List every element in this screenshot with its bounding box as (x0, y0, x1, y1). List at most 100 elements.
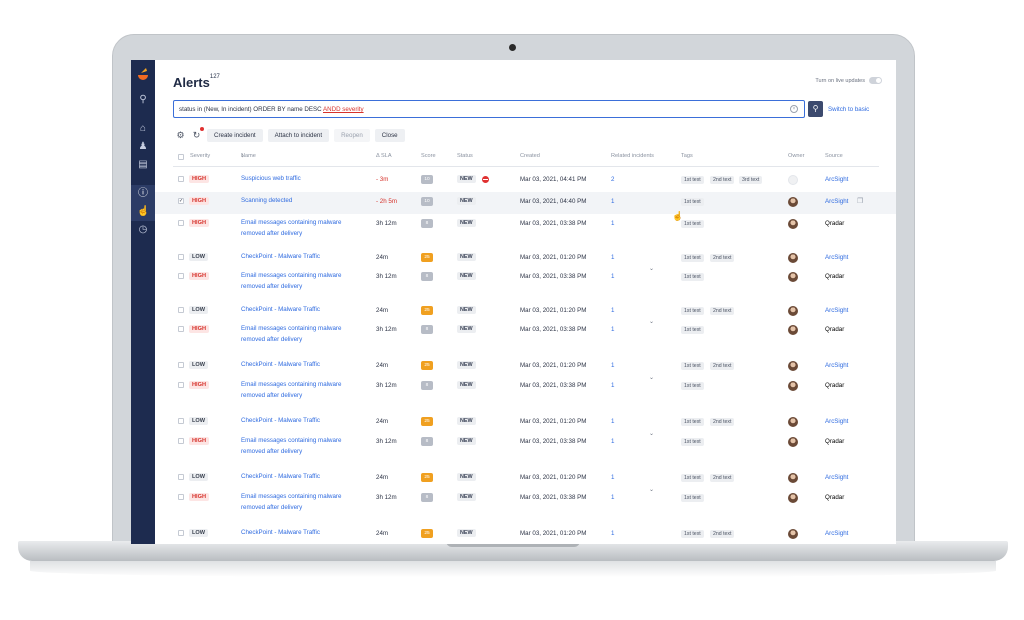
table-row[interactable]: HIGH Email messages containing malware re… (155, 432, 896, 466)
owner-avatar[interactable] (788, 272, 798, 282)
col-owner[interactable]: Owner (788, 153, 805, 159)
alert-name-link[interactable]: Email messages containing malware remove… (241, 493, 342, 511)
owner-avatar[interactable] (788, 197, 798, 207)
col-sla[interactable]: Δ SLA (376, 153, 392, 159)
row-checkbox[interactable] (178, 474, 184, 480)
alert-name-link[interactable]: CheckPoint - Malware Traffic (241, 529, 320, 536)
owner-avatar[interactable] (788, 175, 798, 185)
source-value[interactable]: ArcSight (825, 530, 849, 537)
source-value[interactable]: ArcSight (825, 254, 849, 261)
row-checkbox[interactable]: ✓ (178, 198, 184, 204)
owner-avatar[interactable] (788, 529, 798, 539)
owner-avatar[interactable] (788, 306, 798, 316)
related-incidents-link[interactable]: 1 (611, 326, 615, 333)
clock-icon[interactable]: ◷ (138, 224, 148, 235)
attach-to-incident-button[interactable]: Attach to incident (267, 128, 330, 142)
table-row[interactable]: ✓ HIGH Scanning detected - 2h 5m 10 NEW Mar 03… (155, 192, 896, 214)
owner-avatar[interactable] (788, 325, 798, 335)
owner-avatar[interactable] (788, 437, 798, 447)
close-button[interactable]: Close (374, 128, 405, 142)
table-row[interactable]: HIGH Suspicious web traffic - 3m 10 NEW Mar 0… (155, 170, 896, 192)
tag-chip[interactable]: 1st text (681, 438, 704, 446)
row-checkbox[interactable] (178, 418, 184, 424)
switch-to-basic-link[interactable]: Switch to basic (828, 106, 870, 113)
source-value[interactable]: ArcSight (825, 362, 849, 369)
alert-name-link[interactable]: Scanning detected (241, 197, 293, 204)
hand-icon[interactable]: ☝ (137, 206, 150, 217)
alert-icon[interactable]: ⓘ (138, 188, 148, 199)
related-incidents-link[interactable]: 2 (611, 176, 615, 183)
table-row[interactable]: HIGH Email messages containing malware re… (155, 320, 896, 354)
chevron-down-icon[interactable]: ⌄ (649, 542, 654, 544)
source-value[interactable]: ArcSight (825, 307, 849, 314)
reopen-button[interactable]: Reopen (334, 128, 370, 142)
related-incidents-link[interactable]: 1 (611, 530, 615, 537)
related-incidents-link[interactable]: 1 (611, 254, 615, 261)
users-icon[interactable]: ♟ (138, 141, 148, 152)
alert-name-link[interactable]: CheckPoint - Malware Traffic (241, 253, 320, 260)
clear-icon[interactable]: × (790, 105, 798, 113)
tag-chip[interactable]: 1st text (681, 254, 704, 262)
tag-chip[interactable]: 2nd text (710, 176, 735, 184)
col-tags[interactable]: Tags (681, 153, 693, 159)
search-icon[interactable]: ⚲ (139, 94, 147, 105)
row-checkbox[interactable] (178, 530, 184, 536)
related-incidents-link[interactable]: 1 (611, 382, 615, 389)
tag-chip[interactable]: 1st text (681, 494, 704, 502)
row-checkbox[interactable] (178, 494, 184, 500)
alert-name-link[interactable]: Email messages containing malware remove… (241, 381, 342, 399)
tag-chip[interactable]: 1st text (681, 530, 704, 538)
table-row[interactable]: LOW CheckPoint - Malware Traffic 24m 25 NEW M… (155, 466, 896, 493)
owner-avatar[interactable] (788, 417, 798, 427)
owner-avatar[interactable] (788, 361, 798, 371)
row-checkbox[interactable] (178, 326, 184, 332)
row-checkbox[interactable] (178, 438, 184, 444)
col-score[interactable]: Score (421, 153, 436, 159)
source-value[interactable]: ArcSight (825, 474, 849, 481)
table-row[interactable]: LOW CheckPoint - Malware Traffic 24m 25 NEW M… (155, 410, 896, 437)
related-incidents-link[interactable]: 1 (611, 494, 615, 501)
tag-chip[interactable]: 3rd text (739, 176, 763, 184)
table-row[interactable]: LOW CheckPoint - Malware Traffic 24m 25 NEW M… (155, 248, 896, 272)
tag-chip[interactable]: 1st text (681, 220, 704, 228)
tag-chip[interactable]: 1st text (681, 382, 704, 390)
row-checkbox[interactable] (178, 362, 184, 368)
tag-chip[interactable]: 2nd text (710, 307, 735, 315)
search-input[interactable]: status in (New, In incident) ORDER BY na… (173, 100, 805, 118)
table-row[interactable]: HIGH Email messages containing malware re… (155, 214, 896, 248)
tag-chip[interactable]: 1st text (681, 474, 704, 482)
owner-avatar[interactable] (788, 493, 798, 503)
row-checkbox[interactable] (178, 254, 184, 260)
alert-name-link[interactable]: CheckPoint - Malware Traffic (241, 306, 320, 313)
related-incidents-link[interactable]: 1 (611, 220, 615, 227)
row-checkbox[interactable] (178, 273, 184, 279)
row-checkbox[interactable] (178, 382, 184, 388)
table-row[interactable]: HIGH Email messages containing malware re… (155, 376, 896, 410)
related-incidents-link[interactable]: 1 (611, 438, 615, 445)
related-incidents-link[interactable]: 1 (611, 198, 615, 205)
owner-avatar[interactable] (788, 253, 798, 263)
tag-chip[interactable]: 1st text (681, 362, 704, 370)
owner-avatar[interactable] (788, 381, 798, 391)
owner-avatar[interactable] (788, 219, 798, 229)
alert-name-link[interactable]: Email messages containing malware remove… (241, 325, 342, 343)
col-related[interactable]: Related incidents (611, 153, 654, 159)
alert-name-link[interactable]: Email messages containing malware remove… (241, 437, 342, 455)
alert-name-link[interactable]: CheckPoint - Malware Traffic (241, 361, 320, 368)
chevron-down-icon[interactable]: ⌄ (649, 431, 655, 437)
col-created[interactable]: Created (520, 153, 540, 159)
tag-chip[interactable]: 1st text (681, 273, 704, 281)
related-incidents-link[interactable]: 1 (611, 474, 615, 481)
alert-name-link[interactable]: Email messages containing malware remove… (241, 219, 342, 237)
alert-name-link[interactable]: Email messages containing malware remove… (241, 272, 342, 290)
home-icon[interactable]: ⌂ (139, 123, 147, 134)
alert-name-link[interactable]: Suspicious web traffic (241, 175, 301, 182)
sort-down-icon[interactable]: ↓ (241, 153, 244, 159)
table-row[interactable]: LOW CheckPoint - Malware Traffic 24m 25 NEW M… (155, 354, 896, 381)
tag-chip[interactable]: 2nd text (710, 362, 735, 370)
tag-chip[interactable]: 1st text (681, 307, 704, 315)
tag-chip[interactable]: 2nd text (710, 474, 735, 482)
chevron-down-icon[interactable]: ⌄ (649, 487, 655, 493)
alert-name-link[interactable]: CheckPoint - Malware Traffic (241, 417, 320, 424)
chevron-down-icon[interactable]: ⌄ (649, 375, 655, 381)
